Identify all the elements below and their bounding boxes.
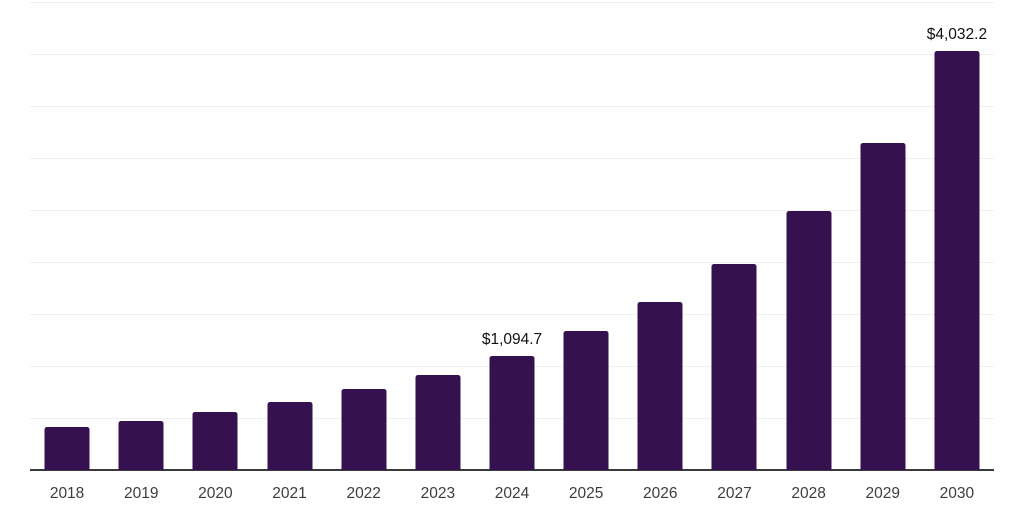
bar-2027: [711, 263, 757, 470]
x-tick-2020: 2020: [198, 485, 233, 502]
bar-2025: [563, 331, 609, 470]
x-tick-2018: 2018: [49, 485, 85, 502]
gridline: [30, 210, 994, 211]
bar-2029: [860, 143, 906, 470]
gridline: [30, 2, 994, 3]
x-tick-2021: 2021: [272, 485, 307, 502]
gridline: [30, 106, 994, 107]
x-tick-2028: 2028: [791, 485, 826, 502]
data-label-2024: $1,094.7: [481, 331, 543, 349]
x-tick-2026: 2026: [643, 485, 678, 502]
gridline: [30, 54, 994, 55]
x-tick-2029: 2029: [865, 485, 901, 502]
gridline: [30, 262, 994, 263]
plot-area: $1,094.7 $4,032.2: [30, 2, 994, 471]
x-axis-line: [30, 469, 994, 471]
gridline: [30, 157, 994, 159]
x-tick-2030: 2030: [939, 485, 975, 502]
x-tick-2019: 2019: [123, 485, 159, 502]
bar-2030: [934, 50, 980, 470]
x-axis-labels: 2018 2019 2020 2021 2022 2023 2024 2025 2026 2027…: [30, 470, 994, 512]
x-tick-2025: 2025: [568, 485, 604, 502]
bar-2024: [489, 356, 535, 470]
bar-2023: [415, 375, 461, 470]
x-tick-2027: 2027: [717, 485, 752, 502]
bar-2018: [44, 426, 90, 470]
x-tick-2024: 2024: [494, 485, 530, 502]
x-tick-2023: 2023: [420, 485, 456, 502]
bar-2028: [786, 211, 832, 470]
data-label-2030: $4,032.2: [926, 25, 988, 43]
bar-2026: [637, 302, 683, 470]
bar-2020: [192, 412, 238, 470]
bar-2022: [341, 389, 387, 470]
gridline: [30, 313, 994, 315]
x-tick-2022: 2022: [346, 485, 381, 502]
bar-2019: [118, 420, 164, 470]
bar-2021: [267, 401, 313, 470]
